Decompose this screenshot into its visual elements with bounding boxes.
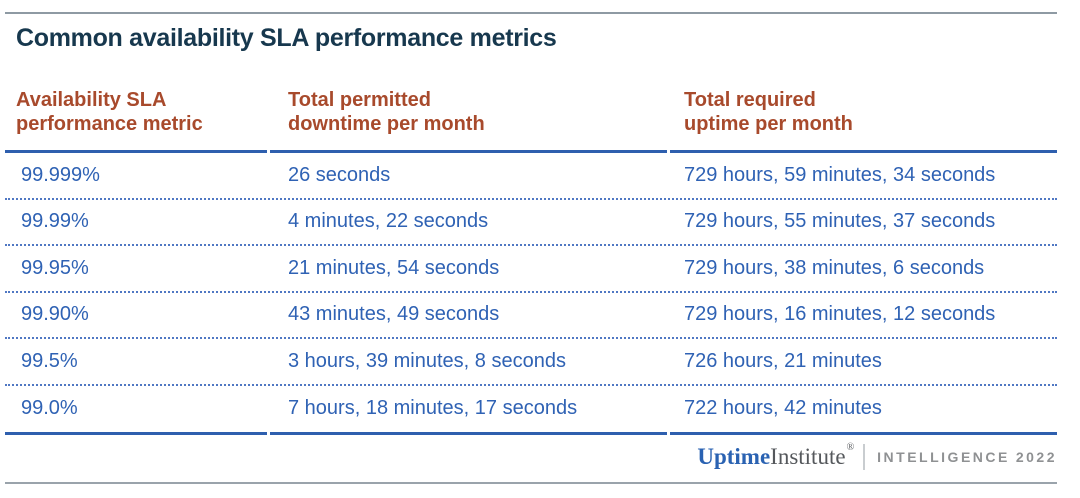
cell-uptime: 729 hours, 38 minutes, 6 seconds	[684, 256, 985, 279]
cell-metric: 99.90%	[21, 303, 89, 326]
column-header-line: downtime per month	[288, 113, 485, 135]
logo-word-uptime: Uptime	[697, 444, 771, 469]
registered-trademark-mark: ®	[846, 442, 855, 453]
table-row: 99.95% 21 minutes, 54 seconds 729 hours,…	[5, 246, 1057, 293]
cell-uptime: 729 hours, 16 minutes, 12 seconds	[684, 303, 996, 326]
cell-metric: 99.99%	[21, 210, 89, 233]
intelligence-label: INTELLIGENCE 2022	[877, 449, 1057, 465]
uptime-institute-logo: UptimeInstitute®	[697, 442, 855, 470]
cell-downtime: 3 hours, 39 minutes, 8 seconds	[288, 349, 566, 372]
footer-divider	[863, 444, 866, 470]
cell-uptime: 729 hours, 59 minutes, 34 seconds	[684, 163, 996, 186]
cell-downtime: 43 minutes, 49 seconds	[288, 303, 500, 326]
column-header-line: performance metric	[16, 113, 203, 135]
bottom-rule	[5, 482, 1057, 484]
cell-metric: 99.999%	[21, 163, 100, 186]
table-bottom-line	[5, 432, 1057, 435]
division-label: INTELLIGENCE	[877, 449, 1010, 465]
column-header-metric: Availability SLA performance metric	[5, 88, 270, 136]
column-header-uptime: Total required uptime per month	[668, 88, 1057, 136]
sla-metrics-table: Availability SLA performance metric Tota…	[5, 84, 1057, 435]
cell-uptime: 722 hours, 42 minutes	[684, 397, 882, 420]
cell-metric: 99.5%	[21, 349, 78, 372]
cell-uptime: 726 hours, 21 minutes	[684, 349, 882, 372]
table-row: 99.0% 7 hours, 18 minutes, 17 seconds 72…	[5, 386, 1057, 433]
table-header-row: Availability SLA performance metric Tota…	[5, 84, 1057, 150]
column-header-line: Total required	[684, 89, 816, 111]
column-header-line: Availability SLA	[16, 89, 167, 111]
table-row: 99.99% 4 minutes, 22 seconds 729 hours, …	[5, 200, 1057, 246]
cell-downtime: 7 hours, 18 minutes, 17 seconds	[288, 397, 578, 420]
year-label: 2022	[1015, 449, 1057, 465]
table-row: 99.999% 26 seconds 729 hours, 59 minutes…	[5, 153, 1057, 200]
table-row: 99.5% 3 hours, 39 minutes, 8 seconds 726…	[5, 339, 1057, 386]
column-header-line: Total permitted	[288, 89, 431, 111]
cell-metric: 99.95%	[21, 256, 89, 279]
footer-branding: UptimeInstitute® INTELLIGENCE 2022	[697, 441, 1057, 473]
column-header-line: uptime per month	[684, 113, 853, 135]
cell-downtime: 26 seconds	[288, 163, 391, 186]
cell-downtime: 4 minutes, 22 seconds	[288, 210, 489, 233]
column-header-downtime: Total permitted downtime per month	[270, 88, 668, 136]
header-underline	[5, 150, 1057, 153]
cell-downtime: 21 minutes, 54 seconds	[288, 256, 500, 279]
cell-metric: 99.0%	[21, 397, 78, 420]
logo-word-institute: Institute	[770, 444, 846, 469]
cell-uptime: 729 hours, 55 minutes, 37 seconds	[684, 210, 996, 233]
top-rule	[5, 12, 1057, 14]
table-row: 99.90% 43 minutes, 49 seconds 729 hours,…	[5, 293, 1057, 339]
page-title: Common availability SLA performance metr…	[16, 24, 557, 52]
